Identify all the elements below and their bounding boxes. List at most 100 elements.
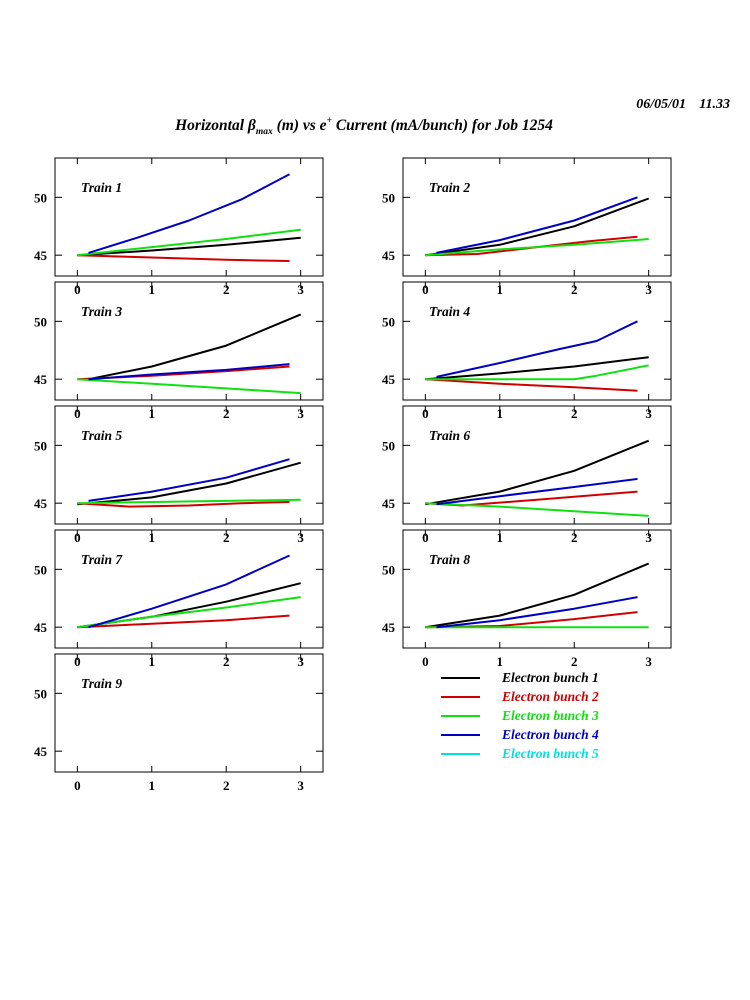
series-electron-bunch-1 — [77, 236, 301, 257]
legend-item-electron-bunch-2: Electron bunch 2 — [441, 689, 599, 704]
series-electron-bunch-4 — [436, 196, 638, 254]
panel-train-7: 0 1 2 3 45 50 Train 7 — [34, 529, 324, 669]
x-tick-label: 2 — [223, 406, 230, 421]
legend-item-electron-bunch-1: Electron bunch 1 — [441, 670, 599, 685]
x-tick-label: 1 — [149, 654, 156, 669]
y-tick-label: 45 — [382, 496, 396, 511]
x-tick-label: 2 — [223, 778, 230, 793]
panel-frame — [402, 529, 672, 649]
x-tick-label: 0 — [422, 282, 429, 297]
series-electron-bunch-2 — [425, 378, 638, 392]
x-tick-label: 3 — [645, 282, 652, 297]
series-electron-bunch-4 — [88, 363, 290, 381]
series-electron-bunch-4 — [436, 596, 638, 629]
series-electron-bunch-3 — [77, 378, 301, 395]
time-text: 11.33 — [699, 97, 730, 112]
y-tick-label: 45 — [34, 620, 48, 635]
series-electron-bunch-3 — [425, 238, 649, 257]
series-electron-bunch-4 — [436, 477, 638, 506]
y-tick-label: 45 — [382, 372, 396, 387]
legend-label: Electron bunch 2 — [501, 689, 599, 704]
x-tick-label: 2 — [571, 406, 578, 421]
panel-title: Train 9 — [81, 676, 122, 691]
x-tick-label: 3 — [645, 406, 652, 421]
panel-train-5: 0 1 2 3 45 50 Train 5 — [34, 405, 324, 545]
legend: Electron bunch 1 Electron bunch 2 Electron… — [441, 670, 599, 761]
panel-frame — [54, 405, 324, 525]
x-tick-label: 3 — [297, 654, 304, 669]
x-tick-label: 2 — [571, 282, 578, 297]
series-electron-bunch-1 — [425, 356, 649, 381]
series-electron-bunch-1 — [88, 313, 302, 381]
figure-title: Horizontal βmax (m) vs e+ Current (mA/bu… — [174, 116, 553, 137]
x-tick-label: 2 — [571, 530, 578, 545]
series-electron-bunch-4 — [88, 173, 290, 254]
x-tick-label: 3 — [297, 778, 304, 793]
panel-frame — [402, 405, 672, 525]
series-electron-bunch-2 — [77, 254, 290, 262]
panel-frame — [54, 281, 324, 401]
legend-label: Electron bunch 5 — [501, 746, 599, 761]
x-tick-label: 0 — [74, 282, 81, 297]
panel-title: Train 2 — [429, 180, 470, 195]
x-tick-label: 3 — [645, 654, 652, 669]
y-tick-label: 45 — [34, 744, 48, 759]
x-tick-label: 1 — [149, 282, 156, 297]
panel-train-3: 0 1 2 3 45 50 Train 3 — [34, 281, 324, 421]
series-electron-bunch-3 — [425, 502, 649, 517]
x-tick-label: 3 — [297, 282, 304, 297]
panel-train-4: 0 1 2 3 45 50 Train 4 — [382, 281, 672, 421]
x-tick-label: 1 — [497, 530, 504, 545]
x-tick-label: 0 — [74, 654, 81, 669]
y-tick-label: 45 — [382, 620, 396, 635]
x-tick-label: 2 — [223, 282, 230, 297]
y-tick-label: 50 — [34, 190, 47, 205]
date-text: 06/05/01 — [636, 97, 685, 112]
legend-item-electron-bunch-3: Electron bunch 3 — [441, 708, 599, 723]
x-tick-label: 0 — [422, 654, 429, 669]
x-tick-label: 1 — [497, 654, 504, 669]
y-tick-label: 50 — [382, 438, 395, 453]
y-tick-label: 50 — [34, 314, 47, 329]
date-time-stamp: 06/05/01 11.33 — [636, 97, 730, 112]
series-electron-bunch-1 — [77, 461, 301, 506]
panel-title: Train 5 — [81, 428, 122, 443]
panel-title: Train 6 — [429, 428, 470, 443]
x-tick-label: 1 — [497, 282, 504, 297]
x-tick-label: 0 — [74, 406, 81, 421]
x-tick-label: 0 — [422, 530, 429, 545]
y-tick-label: 50 — [34, 562, 47, 577]
panel-frame — [54, 653, 324, 773]
legend-item-electron-bunch-5: Electron bunch 5 — [441, 746, 599, 761]
panel-title: Train 7 — [81, 552, 123, 567]
y-tick-label: 45 — [34, 248, 48, 263]
panel-title: Train 8 — [429, 552, 470, 567]
x-tick-label: 3 — [645, 530, 652, 545]
x-tick-label: 3 — [297, 530, 304, 545]
series-electron-bunch-3 — [77, 228, 301, 257]
y-tick-label: 45 — [382, 248, 396, 263]
y-tick-label: 50 — [382, 314, 395, 329]
x-tick-label: 0 — [74, 530, 81, 545]
x-tick-label: 0 — [74, 778, 81, 793]
series-electron-bunch-1 — [425, 439, 650, 506]
series-electron-bunch-2 — [77, 614, 290, 629]
series-electron-bunch-4 — [88, 554, 290, 629]
x-tick-label: 0 — [422, 406, 429, 421]
y-tick-label: 50 — [34, 438, 47, 453]
legend-label: Electron bunch 4 — [501, 727, 599, 742]
x-tick-label: 2 — [571, 654, 578, 669]
y-tick-label: 50 — [34, 686, 47, 701]
x-tick-label: 1 — [497, 406, 504, 421]
panel-title: Train 3 — [81, 304, 122, 319]
panel-train-1: 0 1 2 3 45 50 Train 1 — [34, 157, 324, 297]
x-tick-label: 1 — [149, 406, 156, 421]
series-electron-bunch-4 — [436, 320, 638, 378]
series-electron-bunch-2 — [77, 501, 290, 508]
panel-frame — [54, 157, 324, 277]
x-tick-label: 1 — [149, 778, 156, 793]
series-electron-bunch-3 — [77, 596, 301, 629]
legend-item-electron-bunch-4: Electron bunch 4 — [441, 727, 599, 742]
panel-frame — [54, 529, 324, 649]
